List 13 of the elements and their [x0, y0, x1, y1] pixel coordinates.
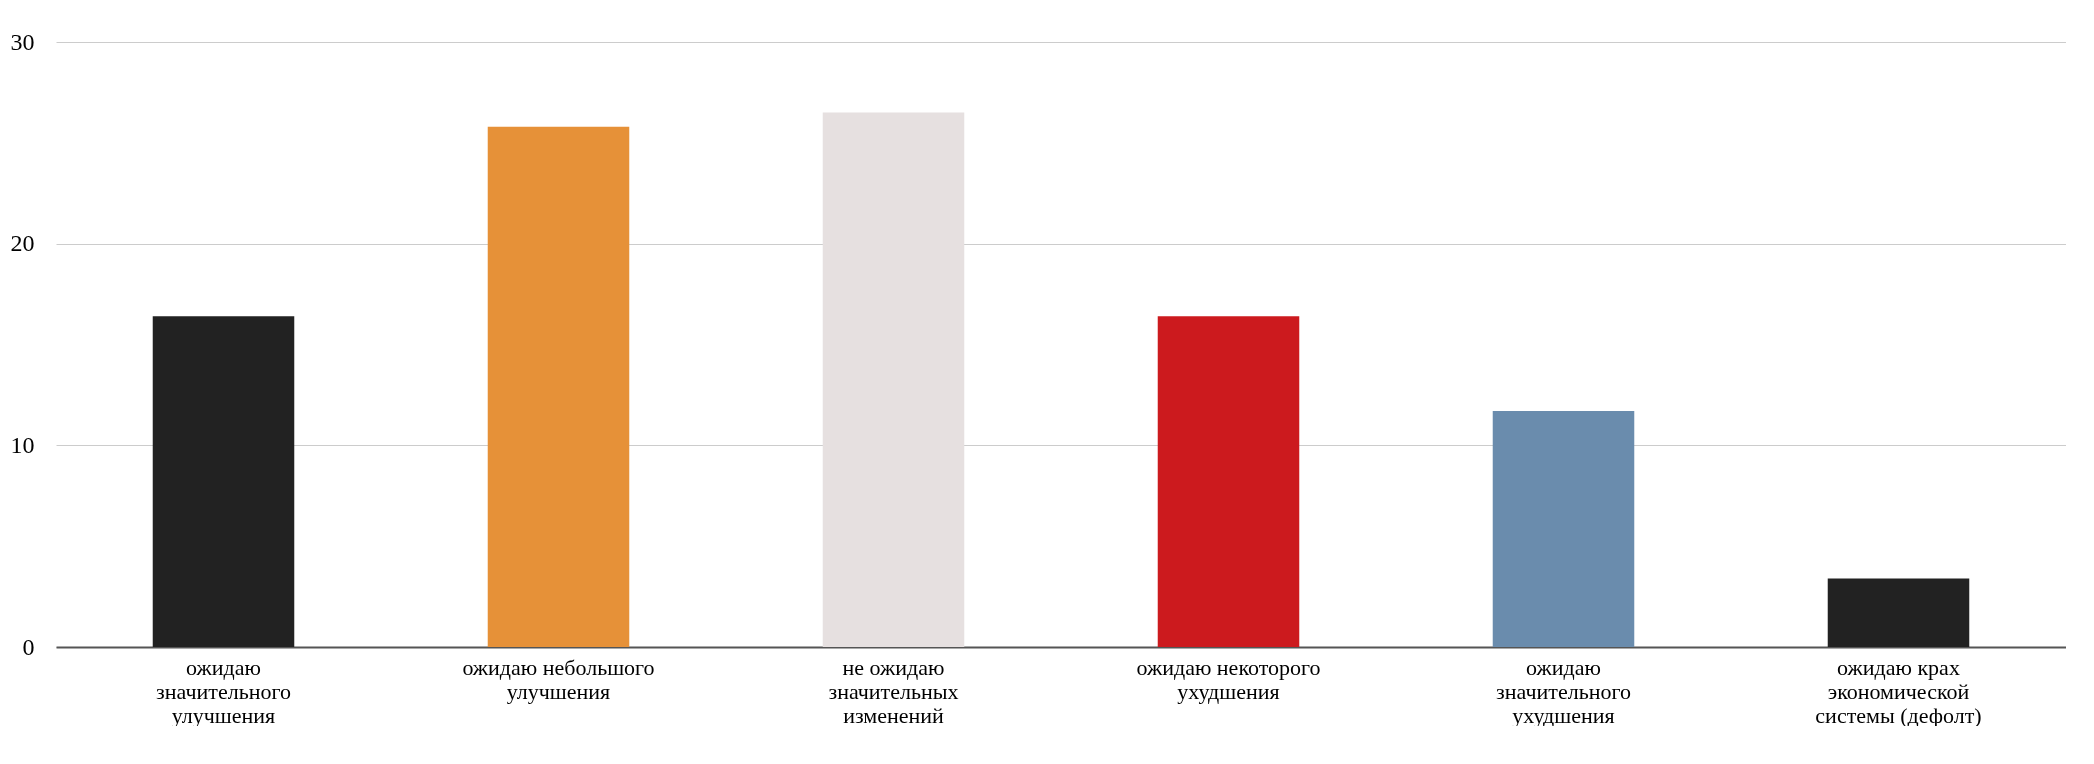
- bar: [487, 126, 630, 647]
- y-tick-label: 10: [10, 431, 35, 458]
- x-tick-label: ожидаю небольшого улучшения: [462, 654, 655, 704]
- bar: [822, 112, 965, 647]
- bar: [152, 316, 295, 647]
- y-tick-label: 30: [10, 28, 35, 55]
- y-tick-label: 0: [22, 633, 35, 660]
- x-tick-label: ожидаю некоторого ухудшения: [1136, 654, 1321, 704]
- bar: [1157, 316, 1300, 647]
- y-tick-label: 20: [10, 230, 35, 257]
- x-tick-label: не ожидаю значительных изменений: [828, 654, 959, 728]
- bar: [1827, 578, 1970, 647]
- bar: [1492, 411, 1635, 647]
